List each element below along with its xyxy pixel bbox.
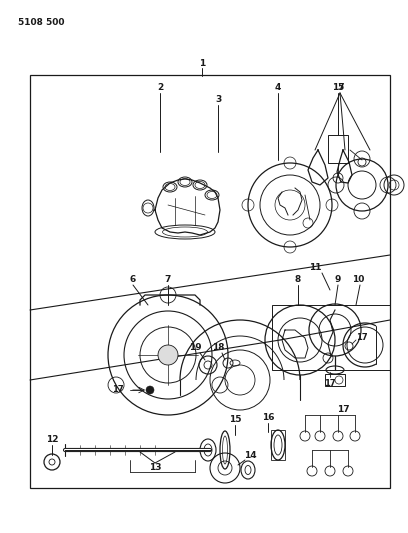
Text: 13: 13 bbox=[149, 464, 161, 472]
Circle shape bbox=[146, 386, 154, 394]
Text: 17: 17 bbox=[337, 406, 349, 415]
Text: 8: 8 bbox=[295, 276, 301, 285]
Text: 3: 3 bbox=[215, 95, 221, 104]
Text: 4: 4 bbox=[275, 84, 281, 93]
Text: 6: 6 bbox=[130, 276, 136, 285]
Text: 16: 16 bbox=[262, 414, 274, 423]
Text: 17: 17 bbox=[356, 334, 368, 343]
Text: 2: 2 bbox=[157, 84, 163, 93]
Text: 17: 17 bbox=[324, 378, 336, 387]
Text: 19: 19 bbox=[188, 343, 201, 352]
Bar bbox=[272, 305, 390, 370]
Circle shape bbox=[158, 345, 178, 365]
Text: 11: 11 bbox=[309, 263, 321, 272]
Text: 18: 18 bbox=[212, 343, 224, 352]
Bar bbox=[271, 430, 285, 460]
Text: 1: 1 bbox=[199, 59, 205, 68]
Text: 5108 500: 5108 500 bbox=[18, 18, 64, 27]
Text: 7: 7 bbox=[165, 276, 171, 285]
Text: 15: 15 bbox=[229, 416, 241, 424]
Text: 17: 17 bbox=[332, 84, 344, 93]
Text: 5: 5 bbox=[337, 84, 343, 93]
Text: 10: 10 bbox=[352, 276, 364, 285]
Text: 9: 9 bbox=[335, 276, 341, 285]
Text: 12: 12 bbox=[46, 435, 58, 445]
Text: 14: 14 bbox=[244, 450, 256, 459]
Bar bbox=[30, 75, 390, 488]
Bar bbox=[328, 135, 348, 163]
Bar bbox=[325, 374, 345, 386]
Text: 17: 17 bbox=[112, 385, 124, 394]
